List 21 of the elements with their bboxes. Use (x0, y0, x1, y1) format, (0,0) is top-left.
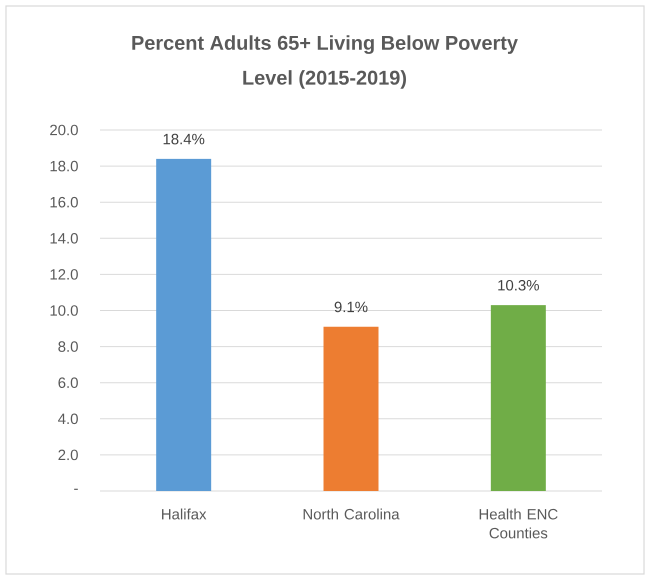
data-label: 9.1% (334, 302, 368, 312)
data-label: 18.4% (164, 134, 204, 144)
y-tick-label: 2.0 (58, 450, 78, 460)
bar (324, 326, 379, 491)
x-tick-label: North Carolina (304, 508, 400, 520)
bar (490, 305, 546, 491)
y-tick-label: 8.0 (58, 341, 78, 352)
y-tick-label: 20.0 (50, 124, 78, 136)
y-tick-label: 6.0 (58, 377, 78, 388)
y-tick-label: 10.0 (50, 305, 78, 316)
x-tick-label: Halifax (162, 508, 206, 520)
y-tick-label: 16.0 (50, 196, 78, 208)
y-tick-label: 4.0 (58, 414, 78, 424)
y-tick-label: 18.0 (50, 160, 78, 172)
x-tick-label: Health ENC Counties (480, 508, 558, 538)
chart-title: Percent Adults 65+ Living Below Poverty Level (2015-2019) (132, 35, 518, 89)
y-tick-label: 14.0 (50, 233, 78, 244)
y-tick-label: 12.0 (50, 269, 78, 280)
data-label: 10.3% (498, 280, 539, 291)
bar (156, 158, 212, 491)
y-tick-label: - (74, 488, 78, 490)
